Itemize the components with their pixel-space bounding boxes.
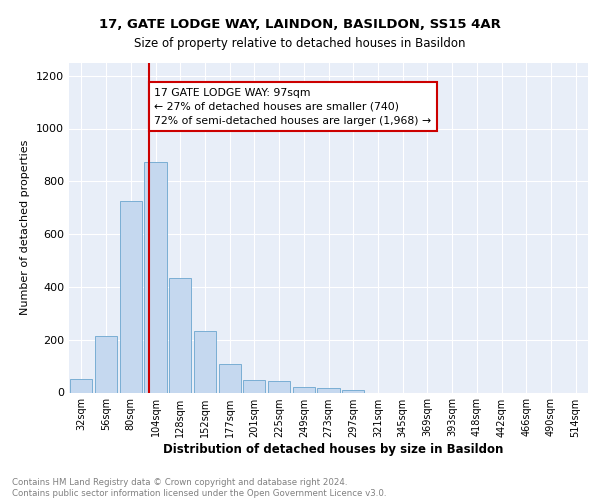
Bar — [70, 379, 92, 392]
Bar — [268, 382, 290, 392]
Bar — [218, 364, 241, 392]
Bar — [194, 332, 216, 392]
Bar — [95, 336, 117, 392]
Text: 17 GATE LODGE WAY: 97sqm
← 27% of detached houses are smaller (740)
72% of semi-: 17 GATE LODGE WAY: 97sqm ← 27% of detach… — [154, 88, 431, 126]
Bar — [243, 380, 265, 392]
Bar — [119, 201, 142, 392]
Text: Size of property relative to detached houses in Basildon: Size of property relative to detached ho… — [134, 38, 466, 51]
Text: Distribution of detached houses by size in Basildon: Distribution of detached houses by size … — [163, 442, 503, 456]
Bar — [342, 390, 364, 392]
Text: Contains HM Land Registry data © Crown copyright and database right 2024.
Contai: Contains HM Land Registry data © Crown c… — [12, 478, 386, 498]
Bar — [145, 162, 167, 392]
Text: 17, GATE LODGE WAY, LAINDON, BASILDON, SS15 4AR: 17, GATE LODGE WAY, LAINDON, BASILDON, S… — [99, 18, 501, 30]
Bar — [293, 386, 315, 392]
Bar — [317, 388, 340, 392]
Bar — [169, 278, 191, 392]
Y-axis label: Number of detached properties: Number of detached properties — [20, 140, 31, 315]
